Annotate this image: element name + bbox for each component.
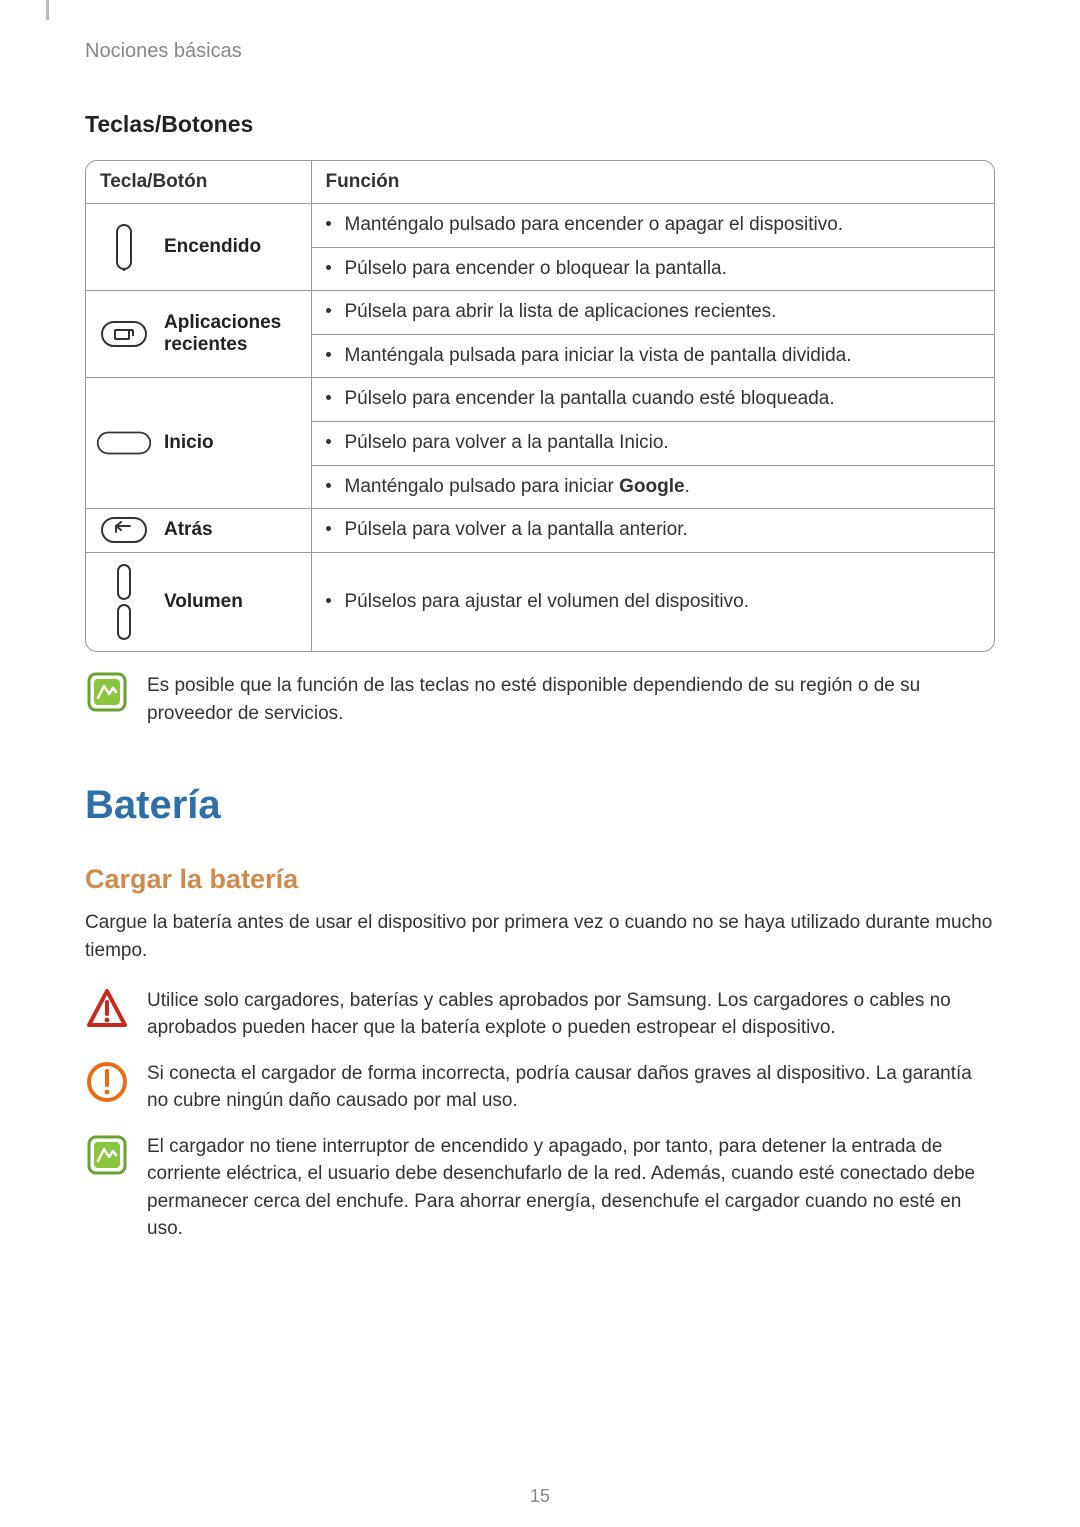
function-item: Púlselos para ajustar el volumen del dis… bbox=[312, 553, 995, 652]
bullet-icon bbox=[326, 439, 331, 444]
recent-apps-key-icon bbox=[96, 320, 152, 348]
function-item: Manténgala pulsada para iniciar la vista… bbox=[312, 335, 995, 378]
function-text: Manténgalo pulsado para encender o apaga… bbox=[345, 212, 981, 239]
function-item: Púlsela para volver a la pantalla anteri… bbox=[312, 509, 995, 552]
function-item: Púlsela para abrir la lista de aplicacio… bbox=[312, 291, 995, 335]
caution-icon bbox=[85, 1060, 129, 1104]
key-label: Aplicaciones recientes bbox=[164, 312, 301, 356]
callout-note: El cargador no tiene interruptor de ence… bbox=[85, 1133, 995, 1243]
key-cell: Aplicaciones recientes bbox=[86, 291, 311, 378]
warning-icon bbox=[85, 987, 129, 1031]
key-cell: Volumen bbox=[86, 552, 311, 651]
function-text: Púlsela para volver a la pantalla anteri… bbox=[345, 517, 981, 544]
page-content: Nociones básicas Teclas/Botones Tecla/Bo… bbox=[0, 0, 1080, 1243]
function-text: Púlselo para encender o bloquear la pant… bbox=[345, 256, 981, 283]
heading-battery: Batería bbox=[85, 783, 995, 828]
back-key-icon bbox=[96, 516, 152, 544]
callout-text: Utilice solo cargadores, baterías y cabl… bbox=[147, 987, 995, 1042]
function-cell: Púlselos para ajustar el volumen del dis… bbox=[311, 552, 994, 651]
bullet-icon bbox=[326, 352, 331, 357]
table-note: Es posible que la función de las teclas … bbox=[85, 670, 995, 727]
page-top-mark bbox=[46, 0, 49, 20]
table-row: Aplicaciones recientes Púlsela para abrir… bbox=[86, 291, 994, 378]
note-icon bbox=[85, 1133, 129, 1177]
function-item: Manténgalo pulsado para encender o apaga… bbox=[312, 204, 995, 248]
key-label: Atrás bbox=[164, 519, 213, 541]
table-row: Volumen Púlselos para ajustar el volumen … bbox=[86, 552, 994, 651]
table-header-function: Función bbox=[311, 161, 994, 204]
keys-table: Tecla/Botón Función Encendido Manténgalo … bbox=[85, 160, 995, 652]
table-note-text: Es posible que la función de las teclas … bbox=[147, 670, 995, 727]
power-key-icon bbox=[96, 223, 152, 271]
callout-text: El cargador no tiene interruptor de ence… bbox=[147, 1133, 995, 1243]
function-item: Púlselo para volver a la pantalla Inicio… bbox=[312, 422, 995, 466]
key-label: Volumen bbox=[164, 591, 243, 613]
home-key-icon bbox=[96, 429, 152, 457]
bullet-icon bbox=[326, 308, 331, 313]
function-cell: Púlselo para encender la pantalla cuando… bbox=[311, 378, 994, 509]
note-icon bbox=[85, 670, 129, 714]
callout-text: Si conecta el cargador de forma incorrec… bbox=[147, 1060, 995, 1115]
table-row: Encendido Manténgalo pulsado para encende… bbox=[86, 204, 994, 291]
key-label: Encendido bbox=[164, 236, 261, 258]
table-header-key: Tecla/Botón bbox=[86, 161, 311, 204]
callout-warning: Utilice solo cargadores, baterías y cabl… bbox=[85, 987, 995, 1042]
function-item: Púlselo para encender la pantalla cuando… bbox=[312, 378, 995, 422]
bullet-icon bbox=[326, 483, 331, 488]
function-item: Púlselo para encender o bloquear la pant… bbox=[312, 248, 995, 291]
callout-caution: Si conecta el cargador de forma incorrec… bbox=[85, 1060, 995, 1115]
bullet-icon bbox=[326, 598, 331, 603]
function-text: Púlselo para volver a la pantalla Inicio… bbox=[345, 430, 981, 457]
volume-key-icon bbox=[96, 563, 152, 641]
key-cell: Encendido bbox=[86, 204, 311, 291]
breadcrumb: Nociones básicas bbox=[85, 40, 995, 63]
paragraph-charge: Cargue la batería antes de usar el dispo… bbox=[85, 909, 995, 964]
function-text: Púlselos para ajustar el volumen del dis… bbox=[345, 589, 981, 616]
function-text: Púlsela para abrir la lista de aplicacio… bbox=[345, 299, 981, 326]
table-row: Inicio Púlselo para encender la pantalla … bbox=[86, 378, 994, 509]
key-label: Inicio bbox=[164, 432, 214, 454]
bullet-icon bbox=[326, 221, 331, 226]
function-text: Manténgala pulsada para iniciar la vista… bbox=[345, 343, 981, 370]
bullet-icon bbox=[326, 395, 331, 400]
function-text: Manténgalo pulsado para iniciar Google. bbox=[345, 474, 981, 501]
page-number: 15 bbox=[0, 1486, 1080, 1507]
key-cell: Inicio bbox=[86, 378, 311, 509]
function-cell: Manténgalo pulsado para encender o apaga… bbox=[311, 204, 994, 291]
function-text: Púlselo para encender la pantalla cuando… bbox=[345, 386, 981, 413]
function-cell: Púlsela para volver a la pantalla anteri… bbox=[311, 509, 994, 553]
table-row: Atrás Púlsela para volver a la pantalla a… bbox=[86, 509, 994, 553]
heading-charge: Cargar la batería bbox=[85, 864, 995, 895]
function-item: Manténgalo pulsado para iniciar Google. bbox=[312, 466, 995, 509]
key-cell: Atrás bbox=[86, 509, 311, 553]
function-cell: Púlsela para abrir la lista de aplicacio… bbox=[311, 291, 994, 378]
bullet-icon bbox=[326, 265, 331, 270]
section-title: Teclas/Botones bbox=[85, 111, 995, 138]
bullet-icon bbox=[326, 526, 331, 531]
